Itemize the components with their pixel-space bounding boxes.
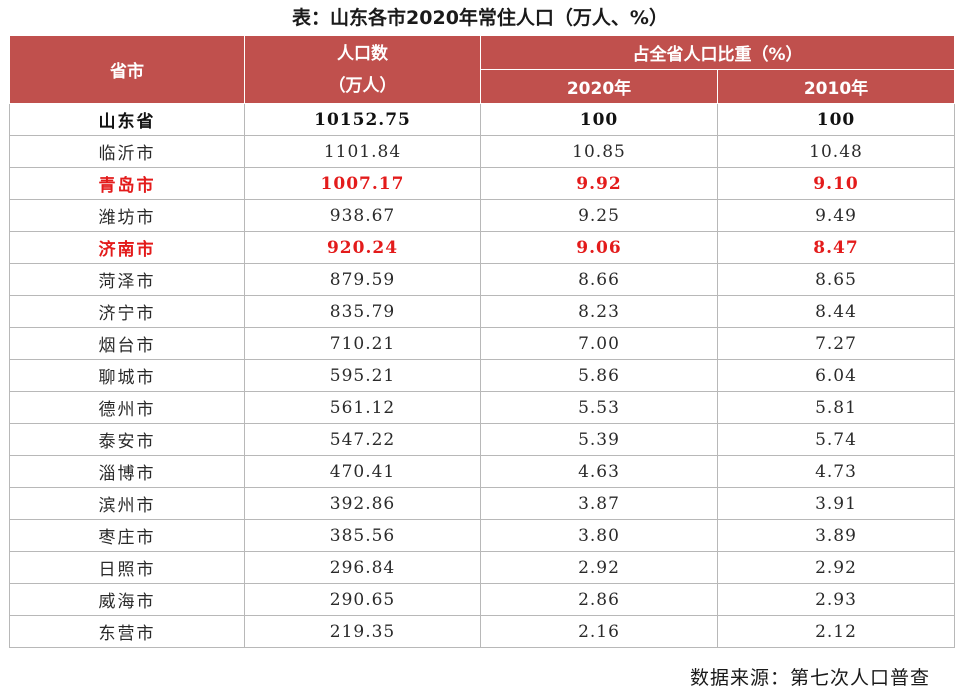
cell-name: 滨州市	[9, 487, 245, 520]
cell-population: 470.41	[244, 455, 481, 488]
cell-name: 威海市	[9, 583, 245, 616]
cell-share-2020: 2.86	[480, 583, 718, 616]
cell-population: 879.59	[244, 263, 481, 296]
cell-share-2010: 10.48	[716, 135, 956, 168]
cell-name: 东营市	[9, 615, 245, 648]
cell-share-2010: 4.73	[716, 455, 956, 488]
cell-population: 547.22	[244, 423, 481, 456]
cell-share-2020: 5.86	[480, 359, 718, 392]
table-body: 山东省 10152.75 100 100 临沂市 1101.84 10.85 1…	[9, 103, 956, 648]
cell-share-2020: 2.16	[480, 615, 718, 648]
cell-share-2010: 3.91	[716, 487, 956, 520]
cell-share-2020: 5.39	[480, 423, 718, 456]
table-header: 省市 人口数 （万人） 占全省人口比重（%） 2020年 2010年	[9, 35, 956, 104]
cell-share-2010: 3.89	[716, 519, 956, 552]
table-row: 德州市 561.12 5.53 5.81	[9, 391, 956, 424]
header-share-group: 占全省人口比重（%）	[479, 35, 956, 70]
cell-population: 938.67	[244, 199, 481, 232]
table-row-highlighted: 青岛市 1007.17 9.92 9.10	[9, 167, 956, 200]
cell-share-2020: 7.00	[480, 327, 718, 360]
cell-population: 710.21	[244, 327, 481, 360]
cell-name: 淄博市	[9, 455, 245, 488]
cell-share-2020: 10.85	[480, 135, 718, 168]
cell-population: 219.35	[244, 615, 481, 648]
cell-name: 济南市	[9, 231, 245, 264]
cell-share-2020: 3.87	[480, 487, 718, 520]
cell-population: 392.86	[244, 487, 481, 520]
data-source-note: 数据来源：第七次人口普查	[689, 667, 930, 689]
cell-share-2010: 2.93	[716, 583, 956, 616]
header-population: 人口数 （万人）	[244, 35, 481, 104]
cell-share-2010: 9.10	[716, 167, 956, 200]
table-row: 潍坊市 938.67 9.25 9.49	[9, 199, 956, 232]
cell-name: 临沂市	[9, 135, 245, 168]
cell-population: 290.65	[244, 583, 481, 616]
cell-name: 济宁市	[9, 295, 245, 328]
table-row: 聊城市 595.21 5.86 6.04	[9, 359, 956, 392]
table-row: 威海市 290.65 2.86 2.93	[9, 583, 956, 616]
cell-share-2010: 8.44	[716, 295, 956, 328]
cell-name: 潍坊市	[9, 199, 245, 232]
cell-share-2020: 8.66	[480, 263, 718, 296]
cell-share-2010: 2.12	[716, 615, 956, 648]
table-row: 烟台市 710.21 7.00 7.27	[9, 327, 956, 360]
cell-population: 561.12	[244, 391, 481, 424]
table-row: 泰安市 547.22 5.39 5.74	[9, 423, 956, 456]
cell-population: 835.79	[244, 295, 481, 328]
cell-share-2020: 9.06	[480, 231, 718, 264]
table-row: 枣庄市 385.56 3.80 3.89	[9, 519, 956, 552]
population-table: 省市 人口数 （万人） 占全省人口比重（%） 2020年 2010年 山东省 1…	[9, 35, 956, 648]
table-title: 表：山东各市2020年常住人口（万人、%）	[292, 7, 668, 29]
header-population-unit: （万人）	[328, 75, 397, 96]
cell-share-2010: 100	[716, 103, 956, 136]
table-row-province: 山东省 10152.75 100 100	[9, 103, 956, 136]
cell-share-2020: 8.23	[480, 295, 718, 328]
cell-share-2010: 6.04	[716, 359, 956, 392]
header-population-label: 人口数	[337, 43, 388, 64]
cell-share-2020: 2.92	[480, 551, 718, 584]
table-row: 日照市 296.84 2.92 2.92	[9, 551, 956, 584]
table-row: 东营市 219.35 2.16 2.12	[9, 615, 956, 648]
cell-name: 青岛市	[9, 167, 245, 200]
header-2010: 2010年	[716, 69, 956, 104]
table-row: 滨州市 392.86 3.87 3.91	[9, 487, 956, 520]
table-row: 菏泽市 879.59 8.66 8.65	[9, 263, 956, 296]
cell-share-2010: 2.92	[716, 551, 956, 584]
cell-population: 1101.84	[244, 135, 481, 168]
cell-name: 德州市	[9, 391, 245, 424]
cell-share-2010: 8.65	[716, 263, 956, 296]
cell-name: 山东省	[9, 103, 245, 136]
cell-share-2020: 4.63	[480, 455, 718, 488]
cell-share-2020: 100	[480, 103, 718, 136]
header-2020: 2020年	[480, 69, 718, 104]
cell-share-2020: 9.92	[480, 167, 718, 200]
cell-population: 1007.17	[244, 167, 481, 200]
table-row: 济宁市 835.79 8.23 8.44	[9, 295, 956, 328]
cell-population: 920.24	[244, 231, 481, 264]
table-row-highlighted: 济南市 920.24 9.06 8.47	[9, 231, 956, 264]
cell-share-2010: 9.49	[716, 199, 956, 232]
cell-population: 385.56	[244, 519, 481, 552]
cell-name: 泰安市	[9, 423, 245, 456]
cell-population: 595.21	[244, 359, 481, 392]
table-row: 临沂市 1101.84 10.85 10.48	[9, 135, 956, 168]
cell-population: 296.84	[244, 551, 481, 584]
cell-share-2020: 9.25	[480, 199, 718, 232]
cell-name: 菏泽市	[9, 263, 245, 296]
cell-name: 枣庄市	[9, 519, 245, 552]
cell-population: 10152.75	[244, 103, 481, 136]
cell-share-2010: 5.81	[716, 391, 956, 424]
cell-share-2020: 5.53	[480, 391, 718, 424]
cell-share-2010: 5.74	[716, 423, 956, 456]
cell-share-2020: 3.80	[480, 519, 718, 552]
cell-name: 聊城市	[9, 359, 245, 392]
cell-name: 烟台市	[9, 327, 245, 360]
cell-name: 日照市	[9, 551, 245, 584]
header-province: 省市	[9, 35, 245, 104]
table-row: 淄博市 470.41 4.63 4.73	[9, 455, 956, 488]
cell-share-2010: 8.47	[716, 231, 956, 264]
cell-share-2010: 7.27	[716, 327, 956, 360]
